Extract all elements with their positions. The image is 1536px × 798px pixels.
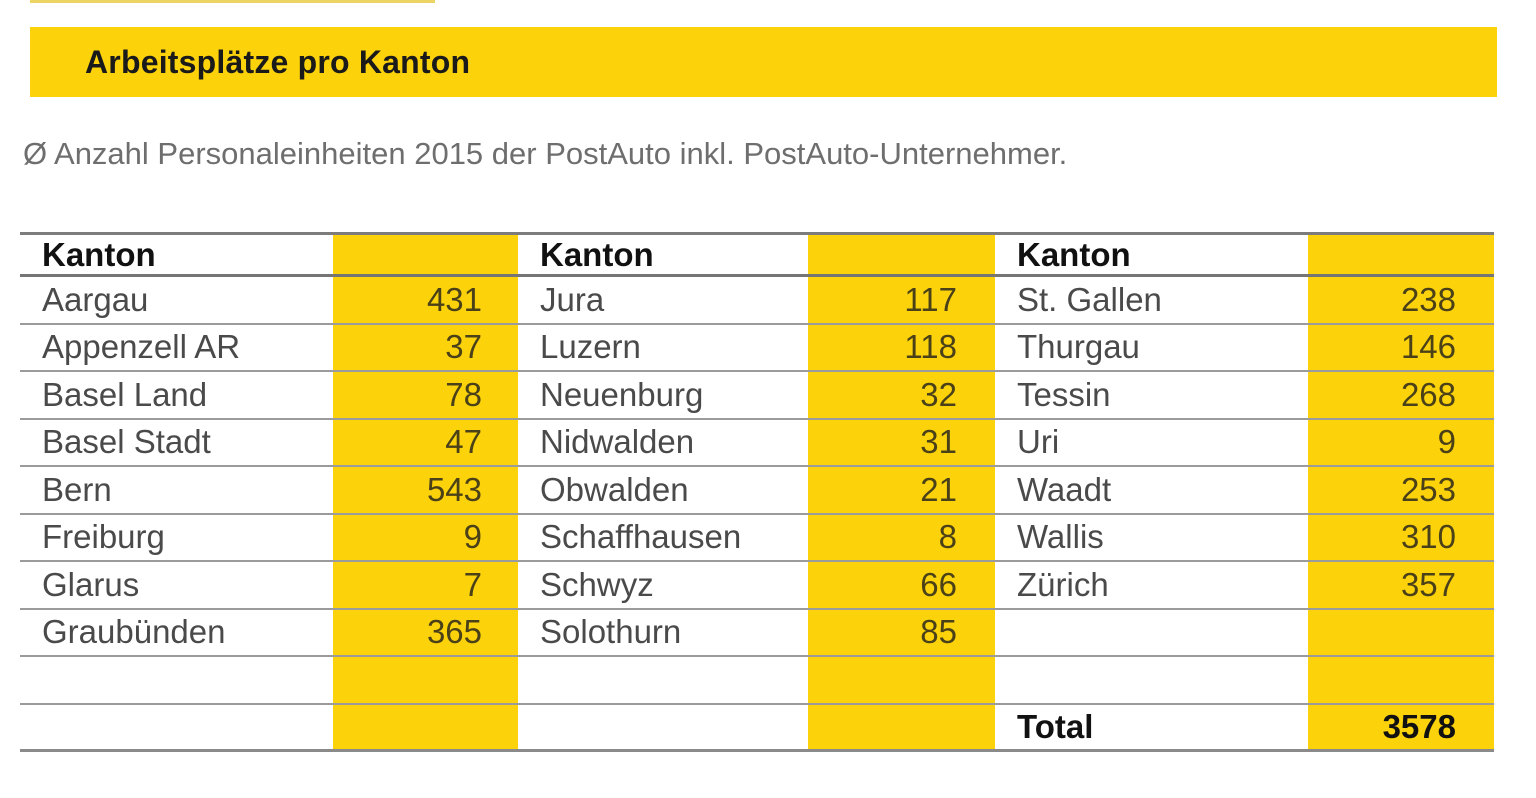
canton-value: 31 (808, 419, 995, 465)
canton-table: Kanton Kanton Kanton Aargau 431 Jura 117… (20, 232, 1494, 752)
top-edge-accent (30, 0, 435, 3)
canton-name: Glarus (42, 565, 140, 603)
column-header-value-3 (1308, 235, 1494, 274)
table-row: Aargau 431 Jura 117 St. Gallen 238 (20, 277, 1494, 325)
empty-cell (20, 705, 333, 750)
empty-value-cell (333, 704, 518, 749)
canton-value: 365 (333, 609, 518, 655)
column-header-kanton-3: Kanton (1017, 235, 1131, 273)
canton-name: Obwalden (540, 470, 689, 508)
canton-name: Graubünden (42, 613, 226, 651)
canton-value: 37 (333, 324, 518, 370)
empty-value-cell (333, 657, 518, 703)
empty-cell (518, 657, 808, 703)
canton-name: Basel Stadt (42, 423, 211, 461)
canton-value: 21 (808, 467, 995, 513)
table-total-row: Total 3578 (20, 704, 1494, 752)
canton-value: 47 (333, 419, 518, 465)
canton-name: Thurgau (1017, 328, 1140, 366)
page-title: Arbeitsplätze pro Kanton (85, 43, 471, 80)
column-header-kanton-1: Kanton (42, 235, 156, 273)
title-bar: Arbeitsplätze pro Kanton (30, 27, 1497, 97)
table-header-row: Kanton Kanton Kanton (20, 232, 1494, 277)
table-row: Freiburg 9 Schaffhausen 8 Wallis 310 (20, 514, 1494, 562)
canton-name: Schaffhausen (540, 518, 742, 556)
empty-value-cell (808, 657, 995, 703)
canton-value: 66 (808, 562, 995, 608)
canton-value: 78 (333, 372, 518, 418)
canton-name: Basel Land (42, 375, 208, 413)
canton-value: 8 (808, 514, 995, 560)
canton-name: Neuenburg (540, 375, 704, 413)
canton-name: Appenzell AR (42, 328, 241, 366)
canton-value: 85 (808, 609, 995, 655)
canton-name: Wallis (1017, 518, 1104, 556)
canton-value: 268 (1308, 372, 1494, 418)
canton-value: 357 (1308, 562, 1494, 608)
total-value: 3578 (1308, 704, 1494, 749)
canton-name: Tessin (1017, 375, 1111, 413)
canton-value: 7 (333, 562, 518, 608)
canton-value: 118 (808, 324, 995, 370)
canton-value: 238 (1308, 277, 1494, 323)
empty-value-cell (1308, 657, 1494, 703)
canton-name: Schwyz (540, 565, 654, 603)
canton-name: Freiburg (42, 518, 165, 556)
canton-value: 9 (1308, 419, 1494, 465)
canton-value: 32 (808, 372, 995, 418)
table-row: Bern 543 Obwalden 21 Waadt 253 (20, 467, 1494, 515)
table-row: Basel Stadt 47 Nidwalden 31 Uri 9 (20, 419, 1494, 467)
canton-value: 431 (333, 277, 518, 323)
canton-name (995, 610, 1308, 656)
canton-value: 310 (1308, 514, 1494, 560)
canton-value: 117 (808, 277, 995, 323)
column-header-value-2 (808, 235, 995, 274)
canton-name: Nidwalden (540, 423, 695, 461)
canton-value: 9 (333, 514, 518, 560)
canton-name: St. Gallen (1017, 280, 1162, 318)
table-row: Glarus 7 Schwyz 66 Zürich 357 (20, 562, 1494, 610)
empty-cell (20, 657, 333, 703)
canton-value: 253 (1308, 467, 1494, 513)
empty-cell (995, 657, 1308, 703)
table-row: Basel Land 78 Neuenburg 32 Tessin 268 (20, 372, 1494, 420)
canton-name: Waadt (1017, 470, 1112, 508)
empty-cell (518, 705, 808, 750)
canton-name: Solothurn (540, 613, 682, 651)
canton-name: Aargau (42, 280, 149, 318)
canton-name: Uri (1017, 423, 1060, 461)
page-subtitle: Ø Anzahl Personaleinheiten 2015 der Post… (23, 136, 1068, 171)
canton-name: Bern (42, 470, 112, 508)
total-label: Total (1017, 707, 1094, 745)
table-row: Graubünden 365 Solothurn 85 (20, 609, 1494, 657)
column-header-kanton-2: Kanton (540, 235, 654, 273)
canton-name: Zürich (1017, 565, 1109, 603)
canton-value: 543 (333, 467, 518, 513)
table-row: Appenzell AR 37 Luzern 118 Thurgau 146 (20, 324, 1494, 372)
canton-name: Jura (540, 280, 605, 318)
canton-value (1308, 609, 1494, 655)
empty-value-cell (808, 704, 995, 749)
column-header-value-1 (333, 235, 518, 274)
canton-value: 146 (1308, 324, 1494, 370)
canton-name: Luzern (540, 328, 641, 366)
table-row-empty (20, 657, 1494, 705)
